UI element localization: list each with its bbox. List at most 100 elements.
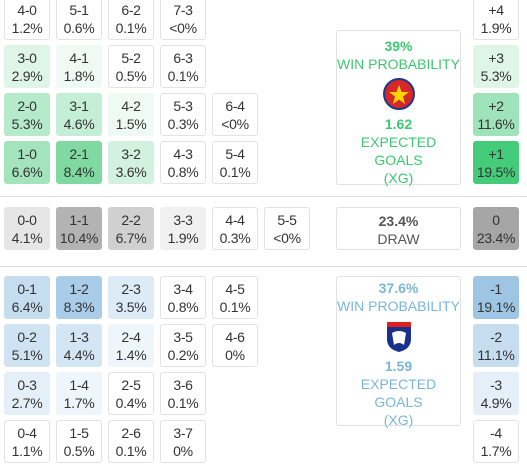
probability: 1.2% <box>11 20 43 36</box>
away-card: 37.6% WIN PROBABILITY 1.59 EXPECTED GOAL… <box>336 276 461 428</box>
probability: 0.8% <box>167 299 199 315</box>
score: 1-3 <box>69 329 89 345</box>
probability: 19.5% <box>476 164 516 180</box>
win-label: WIN PROBABILITY <box>337 298 460 314</box>
score-cell: 2-2 6.7% <box>108 207 154 250</box>
probability: 1.1% <box>11 443 43 459</box>
margin-cell: 0 23.4% <box>473 207 519 250</box>
label: +1 <box>488 146 504 162</box>
team-logo <box>386 322 411 352</box>
score-cell: 4-6 0% <box>212 324 258 367</box>
xg-value: 1.59 <box>384 358 413 374</box>
margin-cell: +2 11.6% <box>473 93 519 136</box>
score: 4-0 <box>17 2 37 18</box>
score: 3-1 <box>69 98 89 114</box>
probability: 5.3% <box>11 116 43 132</box>
probability: 0.5% <box>115 68 147 84</box>
label: -2 <box>490 329 502 345</box>
score-cell: 4-3 0.8% <box>160 141 206 184</box>
margin-cell: -4 1.7% <box>473 420 519 463</box>
probability: 1.8% <box>63 68 95 84</box>
probability: 0.1% <box>167 68 199 84</box>
probability: 2.9% <box>11 68 43 84</box>
probability: 0.8% <box>167 164 199 180</box>
win-pct: 37.6% <box>378 280 419 296</box>
probability: 5.1% <box>11 347 43 363</box>
score-cell: 5-3 0.3% <box>160 93 206 136</box>
probability: 0.1% <box>219 299 251 315</box>
divider <box>0 266 527 267</box>
probability: 1.9% <box>167 230 199 246</box>
score-cell: 3-2 3.6% <box>108 141 154 184</box>
probability: 0.1% <box>115 20 147 36</box>
probability: 1.4% <box>115 347 147 363</box>
probability: 0% <box>173 443 193 459</box>
score: 1-5 <box>69 425 89 441</box>
score: 4-3 <box>173 146 193 162</box>
score-cell: 5-5 <0% <box>264 207 310 250</box>
score-cell: 0-3 2.7% <box>4 372 50 415</box>
score: 3-4 <box>173 281 193 297</box>
score-cell: 1-0 6.6% <box>4 141 50 184</box>
probability: 0.1% <box>219 164 251 180</box>
label: -1 <box>490 281 502 297</box>
score-cell: 3-1 4.6% <box>56 93 102 136</box>
score: 1-1 <box>69 212 89 228</box>
divider <box>0 196 527 197</box>
label: +3 <box>488 50 504 66</box>
score-cell: 3-3 1.9% <box>160 207 206 250</box>
score: 4-5 <box>225 281 245 297</box>
score: 0-4 <box>17 425 37 441</box>
score: 0-1 <box>17 281 37 297</box>
score: 2-2 <box>121 212 141 228</box>
label: +2 <box>488 98 504 114</box>
probability: 4.9% <box>480 395 512 411</box>
probability: 1.9% <box>480 20 512 36</box>
probability: 3.5% <box>115 299 147 315</box>
score: 5-1 <box>69 2 89 18</box>
score-cell: 2-5 0.4% <box>108 372 154 415</box>
score-cell: 5-4 0.1% <box>212 141 258 184</box>
probability: 0% <box>225 347 245 363</box>
score-cell: 3-7 0% <box>160 420 206 463</box>
score: 2-5 <box>121 377 141 393</box>
label: -3 <box>490 377 502 393</box>
score: 2-4 <box>121 329 141 345</box>
score-cell: 7-3 <0% <box>160 0 206 40</box>
score-cell: 4-5 0.1% <box>212 276 258 319</box>
label: +4 <box>488 2 504 18</box>
score-cell: 6-3 0.1% <box>160 45 206 88</box>
margin-cell: +4 1.9% <box>473 0 519 40</box>
score: 6-4 <box>225 98 245 114</box>
probability: 8.4% <box>63 164 95 180</box>
draw-card: 23.4% DRAW <box>336 207 461 250</box>
score-cell: 1-1 10.4% <box>56 207 102 250</box>
score: 3-3 <box>173 212 193 228</box>
score: 5-2 <box>121 50 141 66</box>
score-cell: 3-0 2.9% <box>4 45 50 88</box>
probability: 4.6% <box>63 116 95 132</box>
home-card: 39% WIN PROBABILITY 1.62 EXPECTED GOALS … <box>336 30 461 186</box>
score: 5-5 <box>277 212 297 228</box>
score: 3-6 <box>173 377 193 393</box>
probability: 19.1% <box>476 299 516 315</box>
draw-label: DRAW <box>377 231 420 247</box>
score: 2-1 <box>69 146 89 162</box>
probability: 0.1% <box>115 443 147 459</box>
label: -4 <box>490 425 502 441</box>
score-cell: 2-0 5.3% <box>4 93 50 136</box>
score-cell: 1-2 8.3% <box>56 276 102 319</box>
margin-cell: -2 11.1% <box>473 324 519 367</box>
score: 6-2 <box>121 2 141 18</box>
score: 2-6 <box>121 425 141 441</box>
score: 4-2 <box>121 98 141 114</box>
score-cell: 4-2 1.5% <box>108 93 154 136</box>
probability: 6.6% <box>11 164 43 180</box>
score: 3-5 <box>173 329 193 345</box>
probability: 0.3% <box>167 116 199 132</box>
score: 2-3 <box>121 281 141 297</box>
team-logo <box>382 78 415 110</box>
score: 4-6 <box>225 329 245 345</box>
score-cell: 4-1 1.8% <box>56 45 102 88</box>
